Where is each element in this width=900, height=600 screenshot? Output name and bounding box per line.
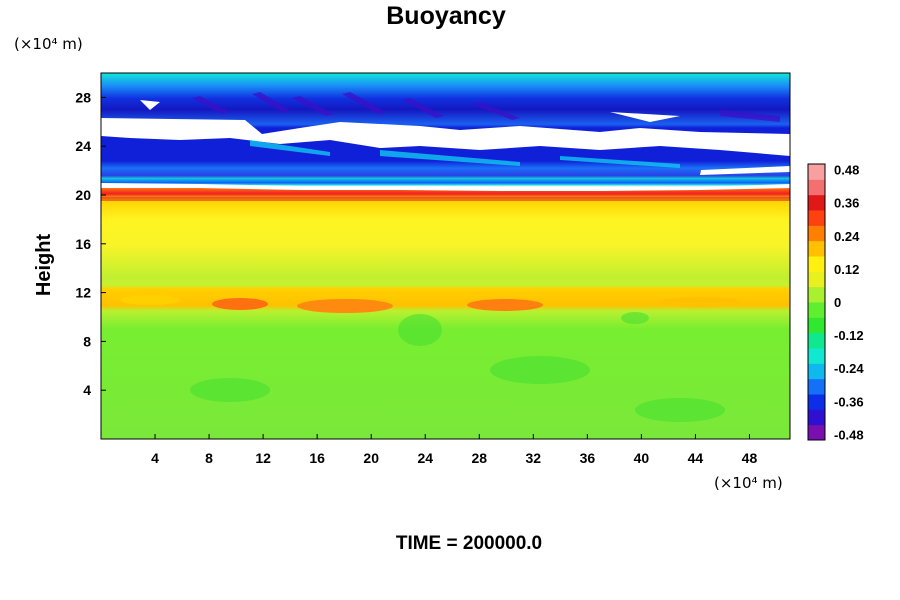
colorbar-tick-label: -0.12 bbox=[834, 328, 864, 343]
lower-green-patches bbox=[190, 312, 725, 422]
x-tick-label: 28 bbox=[471, 450, 487, 466]
plot-frame bbox=[100, 72, 791, 440]
colorbar-block bbox=[808, 409, 825, 426]
y-tick-label: 16 bbox=[75, 236, 91, 252]
colorbar-frame bbox=[807, 163, 826, 441]
x-tick-label: 32 bbox=[526, 450, 542, 466]
colorbar-block bbox=[808, 225, 825, 242]
colorbar-tick-label: 0.36 bbox=[834, 196, 859, 211]
colorbar-block bbox=[808, 348, 825, 364]
x-axis-ticks: 4 8 12 16 20 24 28 32 36 40 44 48 bbox=[151, 434, 757, 466]
y-axis-ticks: 4 8 12 16 20 24 28 bbox=[75, 89, 106, 398]
colorbar-block bbox=[808, 332, 825, 349]
x-tick-label: 4 bbox=[151, 450, 159, 466]
x-tick-label: 48 bbox=[742, 450, 758, 466]
x-axis-unit: (×10⁴ m) bbox=[714, 474, 783, 492]
y-tick-label: 28 bbox=[75, 89, 91, 105]
colorbar-block bbox=[808, 302, 825, 318]
y-axis-unit: (×10⁴ m) bbox=[14, 35, 83, 53]
colorbar-tick-label: 0.48 bbox=[834, 163, 859, 178]
colorbar-block bbox=[808, 378, 825, 395]
mid-warm-blobs bbox=[120, 295, 740, 313]
plot-area bbox=[100, 72, 791, 440]
y-axis-label: Height bbox=[33, 234, 55, 297]
time-label: TIME = 200000.0 bbox=[396, 533, 542, 554]
colorbar-tick-label: 0.24 bbox=[834, 229, 860, 244]
colorbar-block bbox=[808, 256, 825, 272]
colorbar-block bbox=[808, 210, 825, 226]
chart-title: Buoyancy bbox=[386, 2, 506, 30]
colorbar-tick-label: -0.36 bbox=[834, 394, 864, 409]
y-tick-label: 24 bbox=[75, 138, 91, 154]
x-tick-label: 20 bbox=[363, 450, 379, 466]
cyan-streaks bbox=[250, 140, 680, 168]
colorbar-tick-label: 0.12 bbox=[834, 262, 859, 277]
colorbar-block bbox=[808, 286, 825, 303]
y-tick-label: 20 bbox=[75, 187, 91, 203]
colorbar-block bbox=[808, 179, 825, 196]
x-tick-label: 24 bbox=[417, 450, 433, 466]
red-layer-line bbox=[101, 197, 790, 201]
x-tick-label: 8 bbox=[205, 450, 213, 466]
colorbar-tick-label: -0.24 bbox=[834, 361, 864, 376]
x-tick-label: 16 bbox=[309, 450, 325, 466]
colorbar-block bbox=[808, 271, 825, 288]
colorbar-block bbox=[808, 317, 825, 334]
colorbar-block bbox=[808, 424, 825, 441]
y-tick-label: 12 bbox=[75, 285, 91, 301]
y-tick-label: 4 bbox=[83, 382, 91, 398]
colorbar-ticks: 0.48 0.36 0.24 0.12 0 -0.12 -0.24 -0.36 -0.48 bbox=[834, 163, 864, 443]
x-tick-label: 36 bbox=[580, 450, 596, 466]
x-tick-label: 44 bbox=[688, 450, 704, 466]
colorbar-blocks bbox=[808, 164, 825, 441]
colorbar: 0.48 0.36 0.24 0.12 0 -0.12 -0.24 -0.36 -0.48 bbox=[807, 163, 864, 443]
x-tick-label: 12 bbox=[255, 450, 271, 466]
colorbar-block bbox=[808, 394, 825, 410]
colorbar-tick-label: 0 bbox=[834, 295, 841, 310]
colorbar-block bbox=[808, 194, 825, 211]
x-tick-label: 40 bbox=[634, 450, 650, 466]
colorbar-tick-label: -0.48 bbox=[834, 427, 864, 442]
upper-streaks bbox=[192, 92, 780, 122]
colorbar-block bbox=[808, 164, 825, 180]
y-tick-label: 8 bbox=[83, 333, 91, 349]
undefined-region bbox=[101, 100, 790, 191]
colorbar-block bbox=[808, 363, 825, 380]
colorbar-block bbox=[808, 240, 825, 257]
